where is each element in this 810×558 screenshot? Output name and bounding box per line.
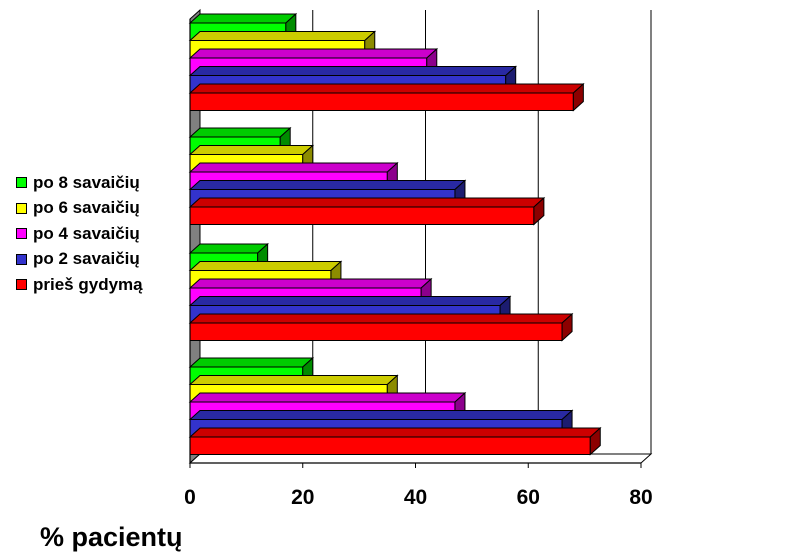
bar-top-face [188,13,298,24]
x-tick-label: 80 [629,486,652,509]
legend-swatch-2-weeks [16,253,27,265]
bar-top-face [188,357,315,368]
bar-end-face [572,82,584,112]
legend-item: po 4 savaičių [16,221,143,247]
bar-end-face [589,426,601,456]
bar-top-face [188,145,315,155]
legend-item: prieš gydymą [16,272,143,298]
bar-top-face [188,392,467,403]
x-tick-label: 20 [291,486,314,509]
legend-item: po 6 savaičių [16,196,143,222]
legend-label: po 4 savaičių [33,223,140,243]
legend-swatch-6-weeks [16,202,27,214]
bar-top-face [188,66,518,76]
bar-top-face [188,243,269,254]
legend-label: po 6 savaičių [33,198,140,218]
bar-top-face [188,48,439,59]
bar-top-face [188,83,585,94]
bar-top-face [188,313,574,324]
legend-swatch-8-weeks [16,177,27,189]
bar [189,322,563,341]
chart-legend: po 8 savaičių po 6 savaičių po 4 savaiči… [16,170,143,298]
x-tick-label: 0 [184,486,196,509]
bar-top-face [188,278,433,289]
bar-top-face [188,375,399,385]
legend-item: po 2 savaičių [16,247,143,273]
bar-end-face [561,312,573,342]
bar [189,92,574,111]
bar-top-face [188,427,602,438]
bar-top-face [188,31,377,41]
floor [188,453,653,464]
legend-label: po 8 savaičių [33,172,140,192]
bar-top-face [188,410,574,420]
bar-top-face [188,261,343,271]
bar [189,436,591,455]
legend-label: prieš gydymą [33,274,143,294]
bar [189,206,535,225]
x-tick-label: 60 [517,486,540,509]
legend-swatch-before [16,279,27,291]
bar-top-face [188,296,512,306]
x-tick-label: 40 [404,486,427,509]
legend-label: po 2 savaičių [33,249,140,269]
bar-top-face [188,180,467,190]
bar-end-face [533,196,545,226]
bar-top-face [188,197,546,208]
bar-top-face [188,127,292,138]
bar-top-face [188,162,399,173]
x-axis-title: % pacientų [40,522,183,552]
legend-item: po 8 savaičių [16,170,143,196]
legend-swatch-4-weeks [16,228,27,240]
